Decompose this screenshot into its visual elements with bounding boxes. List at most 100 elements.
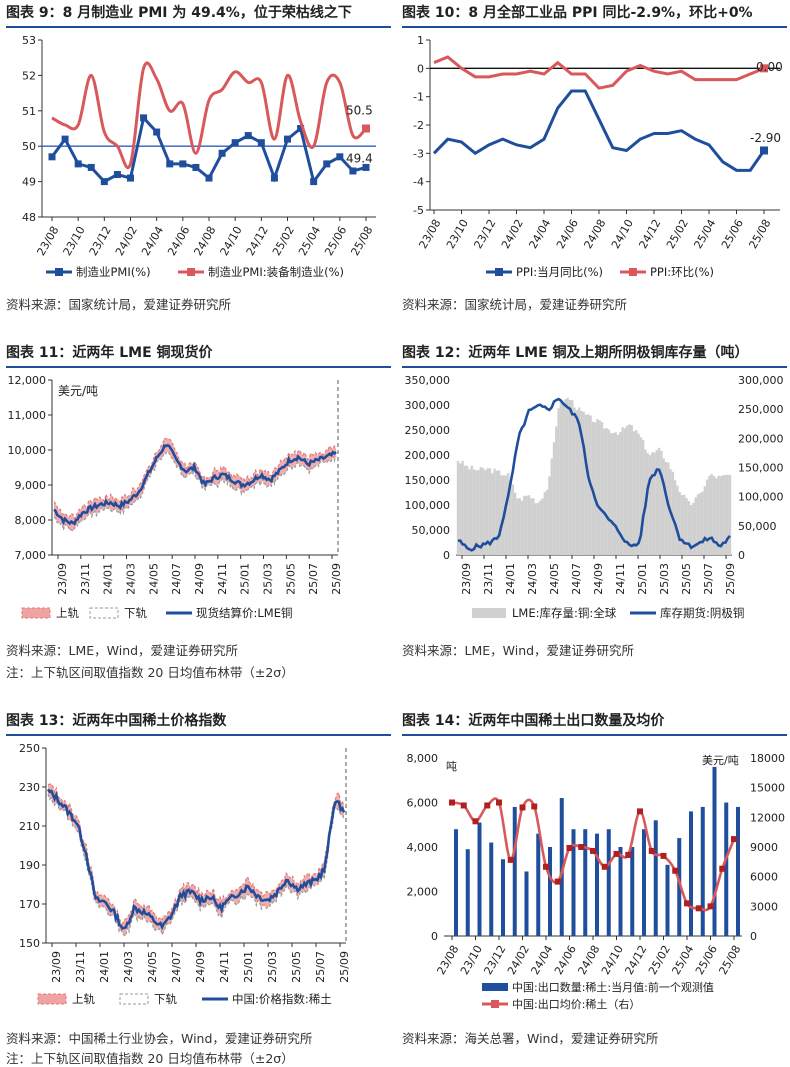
- unit-label: 吨: [446, 760, 457, 773]
- unit-label: 美元/吨: [702, 754, 739, 767]
- y-tick-label: -5: [413, 204, 424, 217]
- data-point: [297, 125, 305, 132]
- x-tick-label: 25/08: [746, 217, 773, 251]
- data-point: [601, 863, 608, 870]
- x-tick-label: 24/01: [504, 563, 517, 595]
- bar: [700, 806, 705, 936]
- legend-swatch: [119, 993, 149, 1005]
- source-note: 资料来源：国家统计局，爱建证券研究所: [402, 297, 628, 312]
- y-tick-label: 350,000: [405, 374, 451, 387]
- bar: [736, 806, 740, 936]
- source-note: 资料来源：LME，Wind，爱建证券研究所: [402, 643, 635, 658]
- unit-label: 美元/吨: [58, 384, 98, 398]
- x-tick-label: 23/11: [79, 563, 92, 595]
- y-tick-label: 150,000: [405, 474, 451, 487]
- x-tick-label: 24/10: [609, 217, 636, 251]
- y-tick-label: 4,000: [407, 841, 439, 854]
- title-rule: [402, 366, 787, 368]
- x-tick-label: 24/04: [528, 943, 555, 977]
- data-point: [205, 174, 213, 182]
- x-tick-label: 24/08: [575, 943, 602, 977]
- panel-rare-earth-export: 图表 14：近两年中国稀土出口数量及均价 0 2,000 4,000 6,000 8,0…: [402, 710, 787, 1066]
- bar: [653, 820, 658, 936]
- y-tick-label: 190: [19, 859, 40, 872]
- chart-copper-inventory: 0 50,000 100,000 150,000 200,000 250,000 300,0…: [405, 374, 784, 620]
- y2-tick-label: 0: [738, 549, 745, 562]
- x-tick-label: 24/09: [194, 951, 207, 983]
- y2-tick-label: 100,000: [738, 491, 784, 504]
- x-tick-label: 24/09: [193, 563, 206, 595]
- source-note: 资料来源：中国稀土行业协会，Wind，爱建证券研究所: [6, 1031, 313, 1046]
- bar: [724, 802, 729, 936]
- x-tick-label: 24/03: [122, 951, 135, 983]
- y-tick-label: 300,000: [405, 399, 451, 412]
- y-tick-label: 8,000: [15, 514, 47, 527]
- x-tick-label: 23/12: [87, 224, 114, 258]
- legend-label: 制造业PMI:装备制造业(%): [208, 265, 344, 279]
- data-label: 50.5: [346, 104, 373, 118]
- x-tick-label: 23/10: [444, 217, 471, 251]
- y-tick-label: 250,000: [405, 424, 451, 437]
- x-tick-label: 25/08: [716, 943, 743, 977]
- x-tick-label: 25/02: [664, 217, 691, 251]
- data-point: [140, 114, 148, 122]
- y-tick-label: -2: [413, 119, 424, 132]
- x-tick-label: 25/07: [307, 563, 320, 595]
- x-tick-label: 25/02: [270, 224, 297, 258]
- bar: [489, 842, 494, 936]
- x-tick-label: 24/11: [218, 951, 231, 983]
- y-tick-label: 210: [19, 820, 40, 833]
- x-tick-label: 23/09: [56, 563, 69, 595]
- y2-tick-label: 12000: [750, 811, 785, 824]
- y-tick-label: 150: [19, 937, 40, 950]
- x-tick-label: 25/09: [724, 563, 737, 595]
- x-tick-label: 24/10: [218, 224, 245, 258]
- y-tick-label: 48: [22, 211, 36, 224]
- bar: [512, 806, 517, 936]
- y-tick-label: 0: [417, 62, 424, 75]
- bollinger-band: [48, 784, 344, 936]
- panel-title: 图表 12：近两年 LME 铜及上期所阴极铜库存量（吨）: [402, 345, 749, 361]
- data-point: [257, 139, 265, 147]
- bar: [465, 849, 470, 936]
- source-note: 资料来源：国家统计局，爱建证券研究所: [6, 297, 232, 312]
- data-point: [731, 836, 737, 843]
- x-tick-label: 25/05: [680, 563, 693, 595]
- data-point: [519, 804, 526, 811]
- data-point: [127, 174, 134, 182]
- x-tick-label: 25/03: [266, 951, 279, 983]
- data-point: [566, 844, 573, 851]
- data-point: [707, 903, 714, 910]
- bar: [606, 829, 611, 936]
- y-tick-label: 230: [19, 781, 40, 794]
- y-tick-label: 51: [22, 105, 36, 118]
- x-tick-label: 24/06: [552, 943, 579, 977]
- x-tick-label: 25/04: [296, 224, 323, 258]
- bar: [665, 864, 670, 936]
- title-rule: [6, 26, 391, 28]
- x-tick-label: 24/10: [599, 943, 626, 977]
- lower-band-line: [53, 450, 337, 532]
- bollinger-band: [54, 438, 336, 531]
- data-point: [244, 132, 252, 140]
- panel-rare-earth-index: 图表 13：近两年中国稀土价格指数 150 170 190 210 230 250 23/0…: [6, 710, 391, 1066]
- data-point: [48, 153, 56, 161]
- x-tick-label: 24/12: [622, 943, 649, 977]
- x-tick-label: 25/08: [348, 224, 375, 258]
- data-point: [192, 163, 200, 171]
- bar: [583, 829, 588, 936]
- x-tick-label: 25/06: [693, 943, 720, 977]
- data-point: [648, 847, 655, 854]
- x-tick-label: 24/01: [102, 563, 115, 595]
- data-point: [100, 178, 108, 186]
- y-tick-label: 0: [443, 549, 450, 562]
- x-tick-label: 24/09: [592, 563, 605, 595]
- x-tick-label: 24/05: [147, 563, 160, 595]
- bar: [595, 833, 599, 936]
- data-point: [472, 818, 479, 825]
- chart-lme-copper-price: 7,000 8,000 9,000 10,000 11,000 12,000 23/09 23…: [8, 374, 344, 620]
- x-tick-label: 24/07: [170, 951, 183, 983]
- x-tick-label: 24/05: [548, 563, 561, 595]
- data-point: [449, 799, 455, 806]
- bar: [454, 829, 458, 936]
